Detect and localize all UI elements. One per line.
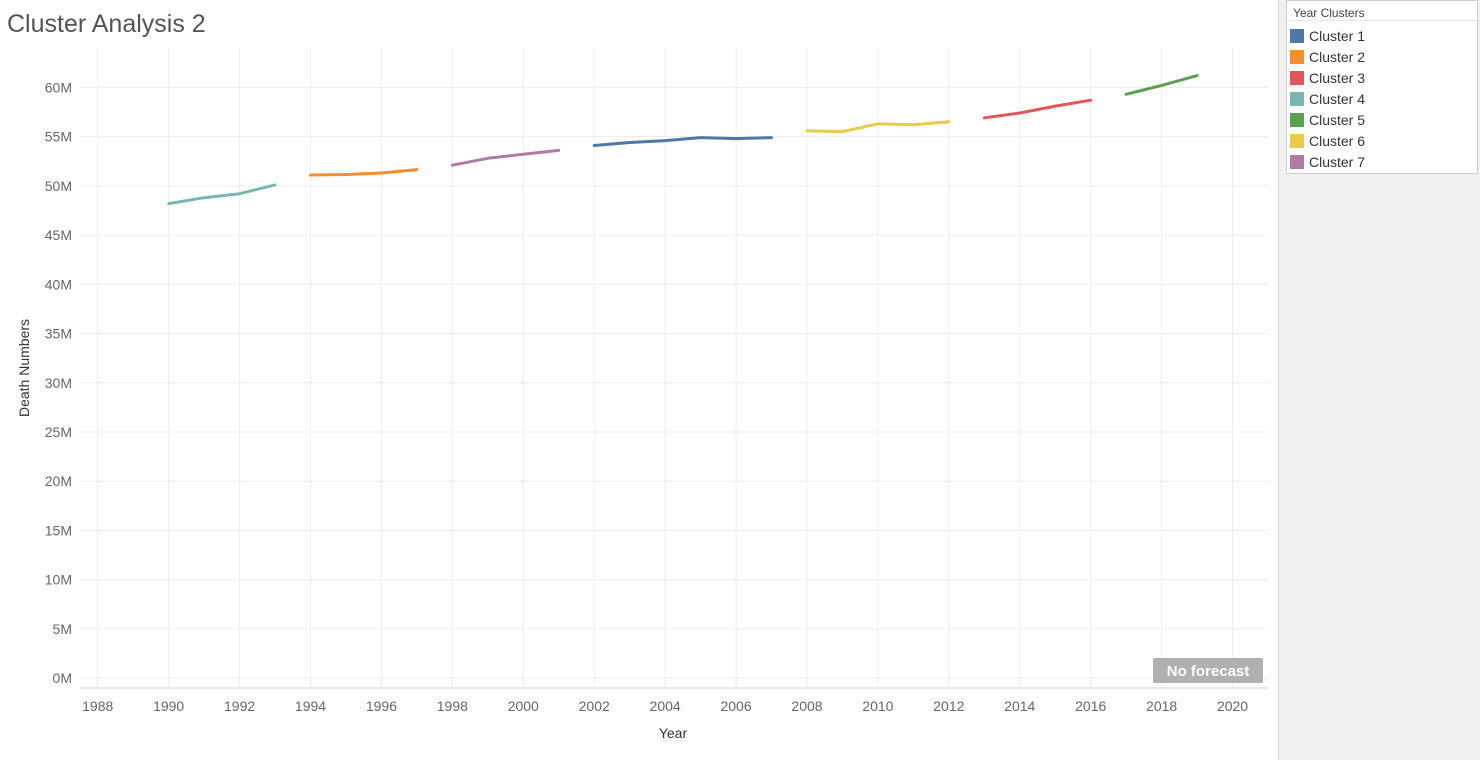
y-tick-label: 10M bbox=[45, 572, 72, 588]
series-line-cluster-5[interactable] bbox=[1124, 74, 1199, 96]
y-tick-label: 60M bbox=[45, 79, 72, 95]
legend-swatch bbox=[1290, 154, 1304, 169]
legend-swatch bbox=[1290, 28, 1304, 43]
y-axis-ticks: 0M 5M 10M 15M 20M 25M 30M 35M 40M 45M 50M 55M 60M bbox=[45, 79, 72, 686]
y-tick-label: 55M bbox=[45, 129, 72, 145]
x-tick-label: 1998 bbox=[437, 698, 468, 714]
y-tick-label: 30M bbox=[45, 375, 72, 391]
x-tick-label: 2012 bbox=[933, 698, 964, 714]
legend-item-cluster-6[interactable]: Cluster 6 bbox=[1287, 130, 1477, 151]
legend-swatch bbox=[1290, 49, 1304, 64]
y-tick-label: 0M bbox=[53, 670, 72, 686]
series-line-cluster-7[interactable] bbox=[450, 148, 561, 167]
legend: Year Clusters Cluster 1 Cluster 2 Cluster … bbox=[1286, 0, 1478, 174]
legend-item-cluster-2[interactable]: Cluster 2 bbox=[1287, 46, 1477, 67]
series-line-cluster-3[interactable] bbox=[982, 98, 1093, 120]
y-tick-label: 15M bbox=[45, 522, 72, 538]
x-tick-label: 2002 bbox=[579, 698, 610, 714]
y-tick-label: 45M bbox=[45, 227, 72, 243]
chart-area: 0M 5M 10M 15M 20M 25M 30M 35M 40M 45M 50M 55M 60M 19… bbox=[16, 48, 1268, 741]
y-tick-label: 5M bbox=[53, 621, 72, 637]
legend-label: Cluster 3 bbox=[1309, 69, 1366, 86]
legend-item-cluster-7[interactable]: Cluster 7 bbox=[1287, 151, 1477, 172]
x-tick-label: 2008 bbox=[791, 698, 822, 714]
x-axis-title: Year bbox=[659, 725, 688, 741]
x-tick-label: 1992 bbox=[224, 698, 255, 714]
x-axis-ticks: 1988 1990 1992 1994 1996 1998 2000 2002 2004 2006… bbox=[82, 698, 1248, 714]
series-line-cluster-6[interactable] bbox=[805, 120, 951, 134]
x-tick-label: 1988 bbox=[82, 698, 113, 714]
chart-title: Cluster Analysis 2 bbox=[7, 10, 206, 38]
x-tick-label: 2004 bbox=[650, 698, 681, 714]
x-tick-label: 2018 bbox=[1146, 698, 1177, 714]
legend-label: Cluster 7 bbox=[1309, 153, 1366, 170]
y-tick-label: 50M bbox=[45, 178, 72, 194]
no-forecast-badge-bg bbox=[1153, 658, 1263, 683]
legend-item-cluster-5[interactable]: Cluster 5 bbox=[1287, 109, 1477, 130]
legend-item-cluster-3[interactable]: Cluster 3 bbox=[1287, 67, 1477, 88]
legend-item-cluster-1[interactable]: Cluster 1 bbox=[1287, 25, 1477, 46]
series-line-cluster-1[interactable] bbox=[592, 136, 773, 147]
y-tick-label: 40M bbox=[45, 276, 72, 292]
x-tick-label: 1990 bbox=[153, 698, 184, 714]
y-tick-label: 25M bbox=[45, 424, 72, 440]
legend-label: Cluster 5 bbox=[1309, 111, 1366, 128]
x-tick-label: 2006 bbox=[720, 698, 751, 714]
no-forecast-badge-text: No forecast bbox=[1167, 663, 1250, 680]
no-forecast-badge: No forecast bbox=[1153, 658, 1263, 683]
x-tick-label: 2014 bbox=[1004, 698, 1035, 714]
series-line-cluster-2[interactable] bbox=[309, 168, 419, 177]
legend-label: Cluster 1 bbox=[1309, 27, 1366, 44]
legend-label: Cluster 2 bbox=[1309, 48, 1366, 65]
x-tick-label: 2010 bbox=[862, 698, 893, 714]
x-tick-label: 2000 bbox=[508, 698, 539, 714]
legend-swatch bbox=[1290, 133, 1304, 148]
legend-items: Cluster 1 Cluster 2 Cluster 3 Cluster 4 Clus… bbox=[1287, 21, 1477, 172]
legend-label: Cluster 4 bbox=[1309, 90, 1366, 107]
y-tick-label: 20M bbox=[45, 473, 72, 489]
legend-item-cluster-4[interactable]: Cluster 4 bbox=[1287, 88, 1477, 109]
legend-label: Cluster 6 bbox=[1309, 132, 1366, 149]
x-tick-label: 2020 bbox=[1217, 698, 1248, 714]
series-line-cluster-4[interactable] bbox=[167, 183, 277, 206]
x-tick-label: 1996 bbox=[366, 698, 397, 714]
series-lines bbox=[167, 74, 1199, 206]
legend-title: Year Clusters bbox=[1287, 1, 1477, 21]
x-tick-label: 1994 bbox=[295, 698, 326, 714]
legend-swatch bbox=[1290, 70, 1304, 85]
grid-lines bbox=[80, 48, 1268, 688]
x-tick-label: 2016 bbox=[1075, 698, 1106, 714]
y-tick-label: 35M bbox=[45, 326, 72, 342]
legend-swatch bbox=[1290, 91, 1304, 106]
y-axis-title: Death Numbers bbox=[16, 319, 32, 417]
legend-swatch bbox=[1290, 112, 1304, 127]
